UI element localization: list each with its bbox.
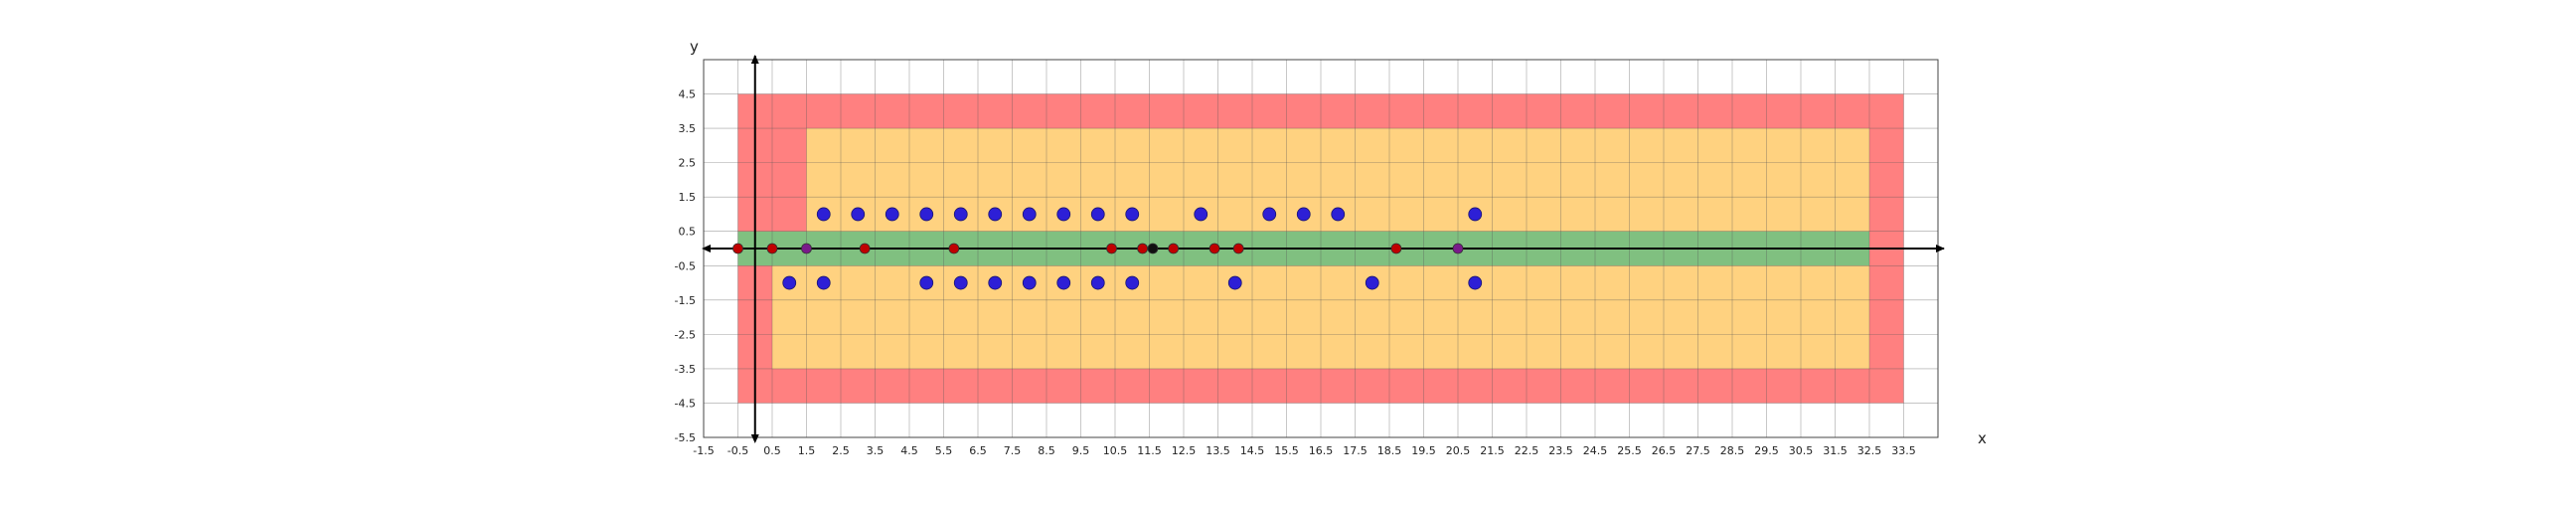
x-tick-label: 25.5 <box>1617 444 1642 457</box>
y-axis-arrow-bottom <box>750 434 759 443</box>
data-point <box>1331 207 1346 222</box>
y-tick-label: -2.5 <box>675 328 696 341</box>
y-axis-label: y <box>690 38 699 56</box>
y-tick-label: 2.5 <box>679 157 697 170</box>
x-tick-label: 16.5 <box>1309 444 1334 457</box>
x-tick-label: 26.5 <box>1652 444 1677 457</box>
x-tick-label: 10.5 <box>1103 444 1128 457</box>
y-tick-label: -1.5 <box>675 294 696 307</box>
data-point <box>1168 243 1180 254</box>
x-tick-label: 13.5 <box>1206 444 1230 457</box>
data-point <box>1022 207 1037 222</box>
data-point <box>1125 207 1140 222</box>
data-point <box>1137 243 1148 254</box>
x-tick-label: 3.5 <box>867 444 885 457</box>
data-point <box>782 275 797 290</box>
x-tick-label: 20.5 <box>1446 444 1471 457</box>
data-point <box>1090 207 1105 222</box>
data-point <box>1296 207 1311 222</box>
data-point <box>1194 207 1208 222</box>
y-tick-label: 0.5 <box>679 226 697 239</box>
data-point <box>1147 243 1159 254</box>
tick-labels-layer: -1.5 -0.5 0.5 1.5 2.5 3.5 4.5 5.5 6.5 7.5 8.5 9.5 10… <box>675 88 1916 457</box>
x-axis-arrow-left <box>702 245 711 252</box>
data-point <box>1390 243 1402 254</box>
x-tick-label: 8.5 <box>1038 444 1055 457</box>
x-tick-label: 17.5 <box>1343 444 1368 457</box>
x-tick-label: -0.5 <box>727 444 748 457</box>
x-tick-label: 28.5 <box>1720 444 1745 457</box>
data-point <box>851 207 866 222</box>
x-tick-label: 18.5 <box>1377 444 1402 457</box>
x-tick-label: 33.5 <box>1891 444 1916 457</box>
data-point <box>953 207 968 222</box>
x-tick-label: 22.5 <box>1515 444 1539 457</box>
data-point <box>1232 243 1244 254</box>
x-tick-label: 1.5 <box>798 444 816 457</box>
data-point <box>1022 275 1037 290</box>
y-tick-label: -4.5 <box>675 397 696 410</box>
x-axis-label: x <box>1978 429 1987 447</box>
data-point <box>816 275 831 290</box>
x-tick-label: 14.5 <box>1240 444 1265 457</box>
x-tick-label: 5.5 <box>935 444 953 457</box>
x-tick-label: 15.5 <box>1274 444 1299 457</box>
data-point <box>1125 275 1140 290</box>
data-point <box>988 207 1003 222</box>
y-tick-label: 4.5 <box>679 88 697 101</box>
x-tick-label: 27.5 <box>1686 444 1710 457</box>
x-tick-label: 6.5 <box>969 444 987 457</box>
data-point <box>1262 207 1277 222</box>
data-point <box>948 243 960 254</box>
y-tick-label: -0.5 <box>675 259 696 272</box>
x-tick-label: 29.5 <box>1754 444 1779 457</box>
data-point <box>766 243 778 254</box>
data-point <box>1365 275 1379 290</box>
data-point <box>885 207 899 222</box>
data-point <box>919 275 934 290</box>
x-tick-label: 30.5 <box>1789 444 1814 457</box>
x-tick-label: 19.5 <box>1411 444 1436 457</box>
x-tick-label: -1.5 <box>693 444 714 457</box>
data-point <box>953 275 968 290</box>
y-tick-label: 3.5 <box>679 122 697 135</box>
data-point <box>1452 243 1464 254</box>
x-tick-label: 0.5 <box>763 444 781 457</box>
x-tick-label: 7.5 <box>1004 444 1022 457</box>
data-point <box>919 207 934 222</box>
x-tick-label: 12.5 <box>1172 444 1197 457</box>
x-tick-label: 23.5 <box>1548 444 1573 457</box>
data-point <box>1090 275 1105 290</box>
data-point <box>1056 207 1071 222</box>
data-point <box>1056 275 1071 290</box>
data-point <box>1208 243 1220 254</box>
y-tick-label: -3.5 <box>675 363 696 376</box>
x-tick-label: 32.5 <box>1857 444 1882 457</box>
data-point <box>1106 243 1117 254</box>
data-point <box>732 243 743 254</box>
y-tick-label: -5.5 <box>675 431 696 444</box>
x-tick-label: 21.5 <box>1480 444 1505 457</box>
x-tick-label: 31.5 <box>1823 444 1848 457</box>
x-tick-label: 24.5 <box>1583 444 1608 457</box>
data-point <box>1468 275 1483 290</box>
data-point <box>801 243 812 254</box>
x-tick-label: 11.5 <box>1137 444 1162 457</box>
axis-arrows-layer <box>702 55 1945 443</box>
y-tick-label: 1.5 <box>679 191 697 204</box>
x-tick-label: 2.5 <box>832 444 850 457</box>
points-layer <box>732 207 1483 290</box>
x-tick-label: 9.5 <box>1072 444 1090 457</box>
data-point <box>1468 207 1483 222</box>
data-point <box>816 207 831 222</box>
data-point <box>1227 275 1242 290</box>
data-point <box>859 243 871 254</box>
data-point <box>988 275 1003 290</box>
x-tick-label: 4.5 <box>900 444 918 457</box>
